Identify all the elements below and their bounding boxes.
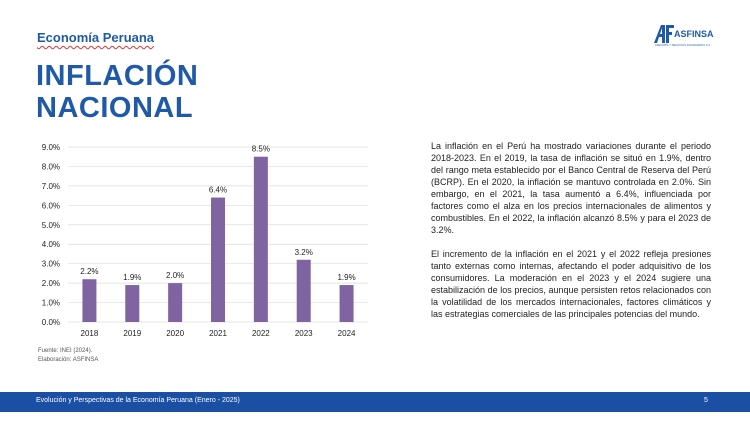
bar-2021	[211, 197, 225, 322]
footer-title: Evolución y Perspectivas de la Economía …	[36, 397, 240, 404]
y-tick-label: 1.0%	[42, 299, 60, 308]
chart-source: Fuente: INEI (2024). Elaboración: ASFINS…	[38, 347, 98, 364]
paragraph-2: El incremento de la inflación en el 2021…	[431, 249, 711, 319]
x-tick-label: 2018	[81, 329, 99, 338]
page-number: 5	[704, 397, 708, 404]
bar-2019	[125, 285, 140, 322]
af-logo-icon	[654, 25, 674, 43]
y-tick-label: 8.0%	[42, 162, 60, 171]
bar-2022	[253, 156, 268, 322]
data-label: 3.2%	[295, 248, 313, 257]
section-label: Economía Peruana	[37, 30, 155, 45]
y-tick-label: 7.0%	[42, 182, 60, 191]
elaboration-line: Elaboración: ASFINSA	[38, 356, 99, 363]
bar-2020	[168, 283, 183, 322]
logo-subtitle: ASESORÍA Y NEGOCIOS FINANCIEROS S.A.	[655, 44, 711, 47]
y-tick-label: 0.0%	[42, 318, 60, 327]
x-tick-label: 2022	[252, 329, 270, 338]
page-title-line2: NACIONAL	[36, 92, 194, 124]
data-label: 2.2%	[80, 267, 98, 276]
asfinsa-logo: ASFINSA ASESORÍA Y NEGOCIOS FINANCIEROS …	[653, 23, 717, 49]
bar-2018	[82, 279, 97, 322]
x-tick-label: 2023	[295, 329, 313, 338]
x-tick-label: 2019	[123, 329, 141, 338]
data-label: 8.5%	[252, 145, 270, 154]
footer-bar: Evolución y Perspectivas de la Economía …	[0, 392, 750, 412]
x-tick-label: 2020	[166, 329, 184, 338]
y-tick-label: 4.0%	[42, 240, 60, 249]
x-tick-label: 2024	[338, 329, 356, 338]
y-tick-label: 2.0%	[42, 279, 60, 288]
paragraph-1: La inflación en el Perú ha mostrado vari…	[431, 141, 711, 235]
y-tick-label: 9.0%	[42, 143, 60, 152]
page-title-line1: INFLACIÓN	[36, 60, 199, 92]
x-tick-label: 2021	[209, 329, 227, 338]
inflation-bar-chart: 0.0% 1.0% 2.0% 3.0% 4.0% 5.0% 6.0% 7.0% 8.0% 9.0%…	[42, 143, 368, 338]
data-label: 2.0%	[166, 271, 184, 280]
data-label: 6.4%	[209, 186, 227, 195]
source-line: Fuente: INEI (2024).	[38, 348, 93, 354]
page-title: INFLACIÓN NACIONAL	[36, 60, 198, 124]
bar-2023	[296, 259, 311, 322]
logo-name: ASFINSA	[674, 29, 714, 39]
data-label: 1.9%	[123, 273, 141, 282]
analysis-text: La inflación en el Perú ha mostrado vari…	[431, 140, 711, 332]
bar-2024	[339, 285, 354, 322]
y-tick-label: 3.0%	[42, 260, 60, 269]
y-tick-label: 5.0%	[42, 221, 60, 230]
y-tick-label: 6.0%	[42, 201, 60, 210]
data-label: 1.9%	[337, 273, 355, 282]
